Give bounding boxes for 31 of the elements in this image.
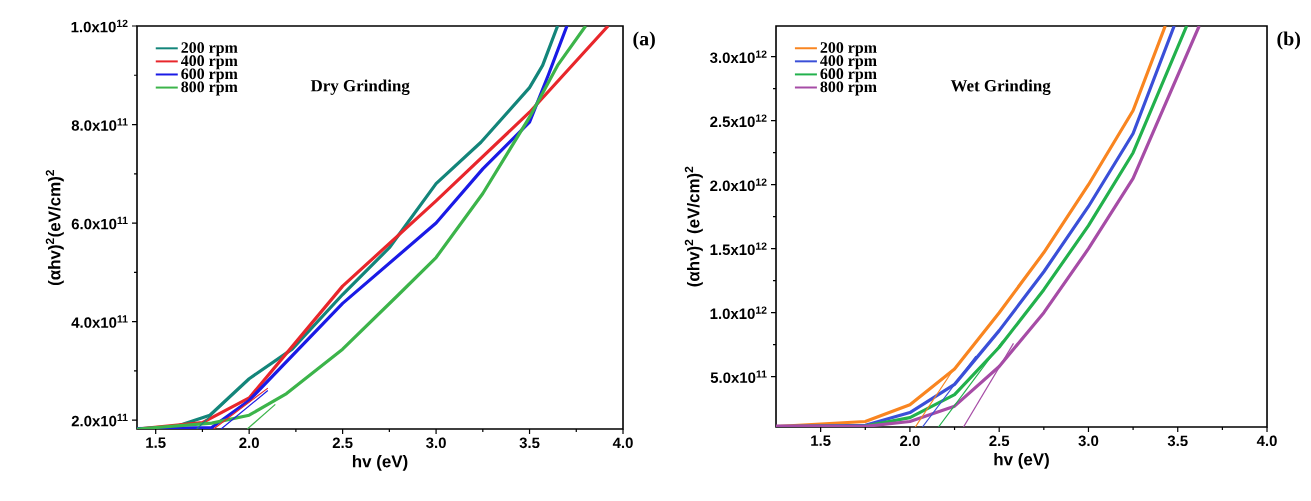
y-tick-label: 1.5x10$^{12}$ bbox=[710, 242, 767, 256]
y-tick-label: 3.0x10$^{12}$ bbox=[709, 50, 767, 64]
x-tick-label: 4.0 bbox=[612, 437, 633, 449]
text: (a) bbox=[633, 31, 655, 50]
x-tick-label: 3.0 bbox=[1078, 435, 1099, 447]
x-axis-title: hv (eV) bbox=[352, 454, 408, 471]
x-tick-label: 2.5 bbox=[332, 437, 353, 449]
x-tick-label: 2.5 bbox=[989, 435, 1010, 447]
y-tick-label: 6.0x10$^{11}$ bbox=[71, 216, 128, 230]
x-tick-label: 2.0 bbox=[900, 435, 920, 447]
annotation: Wet Grinding bbox=[950, 79, 1051, 95]
y-tick-label: 5.0x10$^{11}$ bbox=[710, 370, 767, 383]
text: (b) bbox=[1277, 31, 1301, 50]
y-tick-label: 1.0x10$^{12}$ bbox=[710, 306, 767, 320]
y-tick-label: 1.0x10$^{12}$ bbox=[71, 19, 128, 33]
x-tick-label: 3.5 bbox=[1167, 435, 1188, 447]
x-tick-label: 1.5 bbox=[146, 437, 166, 448]
x-tick-label: 3.0 bbox=[426, 437, 446, 449]
y-axis-title: (αhv)$^{2}$(eV/cm)$^{2}$ bbox=[45, 170, 64, 286]
x-tick-label: 3.5 bbox=[519, 437, 540, 449]
x-tick-label: 4.0 bbox=[1256, 435, 1277, 447]
y-tick-label: 2.0x10$^{11}$ bbox=[71, 413, 128, 427]
y-tick-label: 2.5x10$^{12}$ bbox=[710, 114, 767, 128]
y-tick-label: 2.0x10$^{12}$ bbox=[710, 178, 767, 192]
y-tick-label: 8.0x10$^{11}$ bbox=[71, 118, 128, 131]
x-axis-title: hv (eV) bbox=[994, 452, 1049, 469]
annotation: Dry Grinding bbox=[310, 79, 410, 95]
y-axis-title: (αhv)$^{2}$ (eV/cm)$^{2}$ bbox=[684, 166, 703, 287]
x-tick-label: 1.5 bbox=[811, 435, 831, 446]
y-tick-label: 4.0x10$^{11}$ bbox=[71, 315, 128, 328]
x-tick-label: 2.0 bbox=[239, 437, 259, 449]
